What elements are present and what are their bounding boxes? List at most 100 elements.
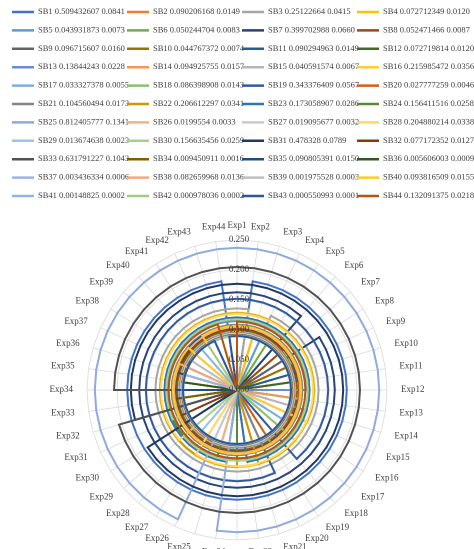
legend-label: SB39 0.001975528 0.0003	[268, 172, 359, 182]
category-label: Exp29	[90, 491, 114, 501]
legend-label: SB38 0.082659968 0.0136	[153, 172, 244, 182]
category-label: Exp36	[56, 338, 80, 348]
series-line	[171, 324, 303, 456]
category-label: Exp42	[145, 235, 169, 245]
legend-label: SB7 0.399702988 0.0660	[268, 24, 355, 34]
series-line	[93, 246, 381, 534]
y-tick-label: 0.250	[229, 234, 250, 244]
legend: SB1 0.509432607 0.0841 SB2 0.090206168 0.…	[12, 6, 474, 200]
series-line	[138, 291, 336, 489]
legend-label: SB8 0.052471466 0.0087	[383, 24, 470, 34]
legend-label: SB34 0.009450911 0.0016	[153, 153, 244, 163]
legend-label: SB13 0.13844243 0.0228	[38, 61, 125, 71]
series-line	[126, 280, 348, 501]
legend-label: SB2 0.090206168 0.0149	[153, 6, 240, 16]
legend-label: SB32 0.077172352 0.0127	[383, 135, 474, 145]
legend-label: SB5 0.043931873 0.0073	[38, 24, 125, 34]
category-label: Exp14	[394, 430, 418, 440]
category-label: Exp39	[90, 277, 114, 287]
legend-label: SB11 0.090294963 0.0149	[268, 43, 359, 53]
category-label: Exp34	[50, 384, 74, 394]
legend-label: SB16 0.215985472 0.0356	[383, 61, 474, 71]
category-label: Exp3	[283, 227, 302, 237]
legend-label: SB43 0.000550993 0.0001	[268, 190, 359, 200]
legend-label: SB14 0.094925755 0.0157	[153, 61, 244, 71]
category-label: Exp16	[375, 473, 399, 483]
category-label: Exp22	[249, 546, 273, 549]
legend-label: SB30 0.156635456 0.0259	[153, 135, 244, 145]
category-label: Exp41	[125, 246, 149, 256]
series-line	[172, 325, 302, 455]
category-label: Exp28	[106, 508, 130, 518]
category-label: Exp8	[375, 295, 394, 305]
legend-label: SB31 0.478328 0.0789	[268, 135, 346, 145]
category-label: Exp7	[361, 277, 380, 287]
category-label: Exp43	[167, 227, 191, 237]
series-line	[154, 307, 320, 473]
legend-label: SB40 0.093816509 0.0155	[383, 172, 474, 182]
legend-label: SB29 0.013674638 0.0023	[38, 135, 129, 145]
legend-label: SB23 0.173058907 0.0286	[268, 98, 359, 108]
category-label: Exp26	[145, 533, 169, 543]
category-label: Exp10	[394, 338, 418, 348]
series-line	[181, 334, 293, 446]
legend-label: SB28 0.204880214 0.0338	[383, 116, 474, 126]
category-label: Exp30	[76, 473, 100, 483]
series-line	[112, 265, 362, 515]
legend-label: SB21 0.104560494 0.0173	[38, 98, 129, 108]
legend-label: SB4 0.072712349 0.0120	[383, 6, 470, 16]
category-label: Exp5	[326, 246, 345, 256]
series-line	[167, 320, 307, 460]
category-label: Exp6	[344, 260, 363, 270]
series-line	[129, 282, 345, 498]
category-label: Exp37	[64, 316, 88, 326]
category-label: Exp12	[401, 384, 425, 394]
category-label: Exp20	[305, 533, 329, 543]
legend-label: SB17 0.033327378 0.0055	[38, 80, 129, 90]
legend-label: SB27 0.019095677 0.0032	[268, 116, 359, 126]
y-tick-label: 0.200	[229, 264, 250, 274]
category-label: Exp31	[64, 452, 88, 462]
legend-label: SB22 0.206612297 0.0341	[153, 98, 244, 108]
category-label: Exp40	[106, 260, 130, 270]
category-label: Exp4	[305, 235, 324, 245]
legend-label: SB12 0.072719814 0.0120	[383, 43, 474, 53]
category-label: Exp11	[399, 361, 422, 371]
plot	[93, 246, 381, 534]
legend-label: SB37 0.003436334 0.0006	[38, 172, 129, 182]
y-tick-label: 0.050	[229, 354, 250, 364]
legend-label: SB33 0.631791227 0.1043	[38, 153, 129, 163]
category-label: Exp13	[399, 407, 423, 417]
legend-label: SB19 0.343376409 0.0567	[268, 80, 359, 90]
series-line	[144, 297, 330, 483]
category-label: Exp17	[361, 491, 385, 501]
category-label: Exp25	[167, 541, 191, 549]
legend-label: SB1 0.509432607 0.0841	[38, 6, 125, 16]
category-label: Exp21	[283, 541, 307, 549]
series-line	[165, 318, 309, 462]
category-label: Exp32	[56, 430, 80, 440]
legend-label: SB20 0.027777259 0.0046	[383, 80, 474, 90]
category-label: Exp18	[344, 508, 368, 518]
y-tick-label: 0.150	[229, 294, 250, 304]
legend-label: SB26 0.0199554 0.0033	[153, 116, 236, 126]
y-tick-label: 0.100	[229, 324, 250, 334]
category-label: Exp24	[202, 546, 226, 549]
y-tick-label: 0.000	[229, 384, 250, 394]
legend-label: SB6 0.050244704 0.0083	[153, 24, 240, 34]
category-label: Exp19	[326, 522, 350, 532]
series-line	[159, 312, 315, 468]
legend-label: SB9 0.096715607 0.0160	[38, 43, 125, 53]
category-label: Exp27	[125, 522, 149, 532]
category-label: Exp44	[202, 222, 226, 232]
category-label: Exp35	[51, 361, 75, 371]
legend-label: SB42 0.000978036 0.0002	[153, 190, 244, 200]
category-label: Exp38	[76, 295, 100, 305]
legend-label: SB44 0.132091375 0.0218	[383, 190, 474, 200]
legend-label: SB36 0.005606003 0.0009	[383, 153, 474, 163]
legend-label: SB35 0.090805391 0.0150	[268, 153, 359, 163]
legend-label: SB41 0.00148825 0.0002	[38, 190, 125, 200]
legend-label: SB18 0.086398908 0.0143	[153, 80, 244, 90]
category-label: Exp1	[228, 220, 247, 230]
